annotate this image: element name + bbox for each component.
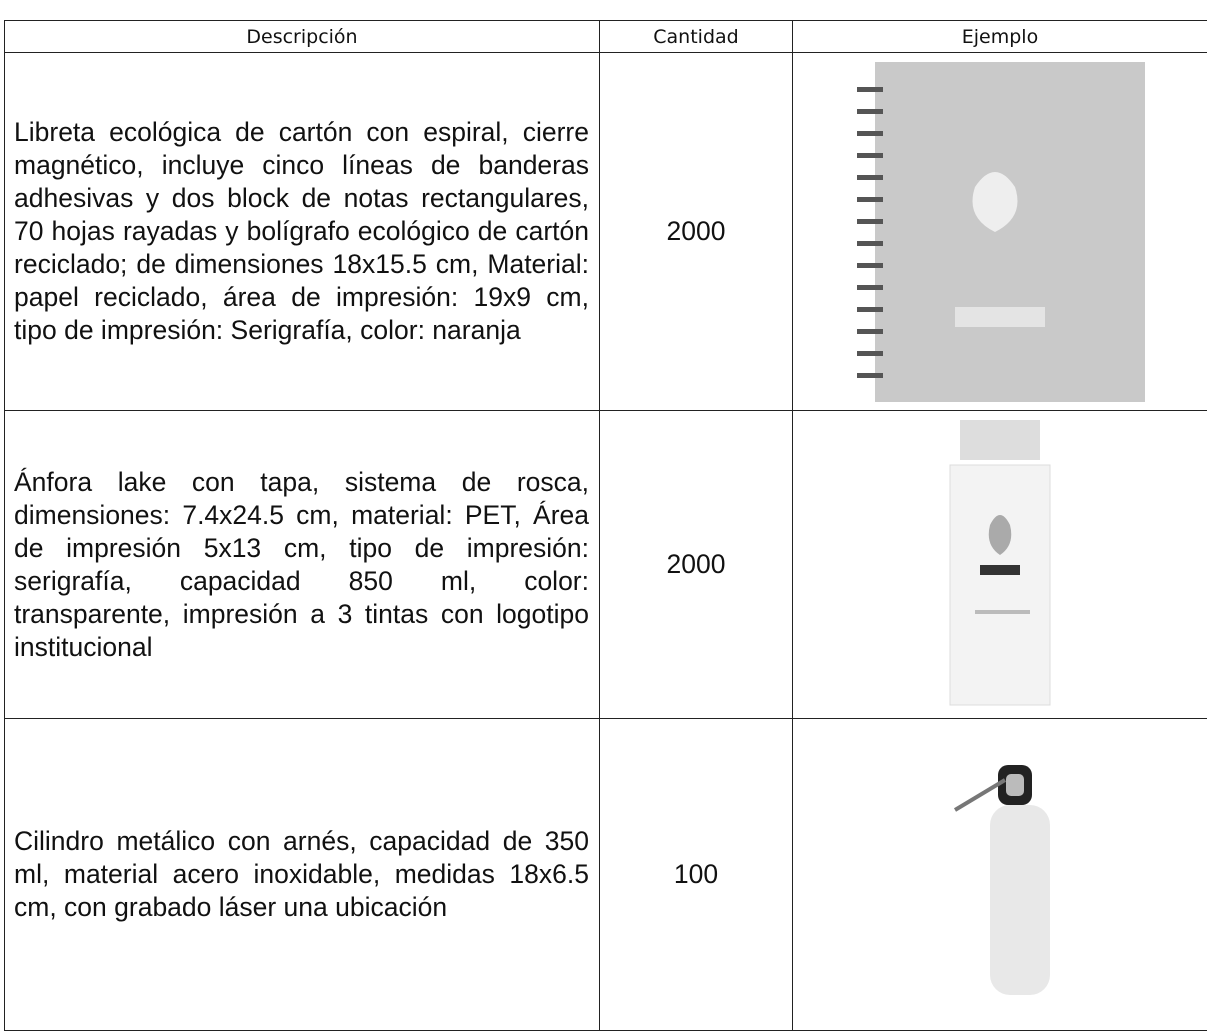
example-image <box>792 52 1207 411</box>
description: Libreta ecológica de cartón con espiral,… <box>4 52 600 411</box>
quantity: 100 <box>599 718 793 1031</box>
product-table: Descripción Cantidad Ejemplo Libreta eco… <box>4 20 1207 1031</box>
quantity: 2000 <box>599 52 793 411</box>
row: Ánfora lake con tapa, sistema de rosca, … <box>4 410 1207 719</box>
example-image <box>792 718 1207 1031</box>
notebook-image <box>857 61 1145 402</box>
header-cell: Descripción <box>4 20 600 53</box>
quantity: 2000 <box>599 410 793 719</box>
description: Ánfora lake con tapa, sistema de rosca, … <box>4 410 600 719</box>
header-cell: Ejemplo <box>792 20 1207 53</box>
row: Libreta ecológica de cartón con espiral,… <box>4 52 1207 411</box>
header-row: Descripción Cantidad Ejemplo <box>4 20 1207 53</box>
example-image <box>792 410 1207 719</box>
bottle-image <box>949 419 1051 705</box>
header-cell: Cantidad <box>599 20 793 53</box>
row: Cilindro metálico con arnés, capacidad d… <box>4 718 1207 1031</box>
description: Cilindro metálico con arnés, capacidad d… <box>4 718 600 1031</box>
cylinder-image <box>953 764 1050 995</box>
